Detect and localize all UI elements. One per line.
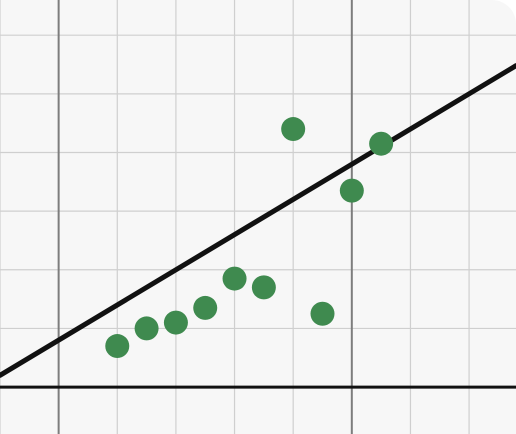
data-point — [134, 316, 159, 341]
data-point — [369, 131, 394, 156]
data-point — [339, 178, 364, 203]
data-points — [105, 117, 394, 359]
data-point — [281, 117, 306, 142]
data-point — [105, 334, 130, 359]
trend-line — [0, 63, 516, 378]
data-point — [163, 310, 188, 335]
data-point — [222, 266, 247, 291]
trend-line-group — [0, 63, 516, 378]
data-point — [193, 295, 218, 320]
data-point — [310, 301, 335, 326]
data-point — [251, 275, 276, 300]
